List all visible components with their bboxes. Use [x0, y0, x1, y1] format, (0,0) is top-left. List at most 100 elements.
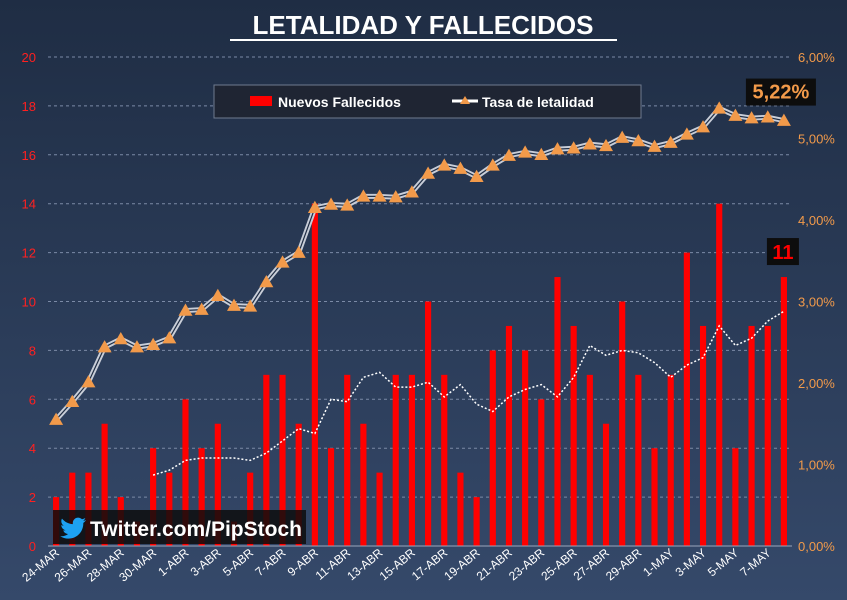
rate-callout-label: 5,22%: [753, 82, 810, 104]
rate-marker: [728, 108, 743, 121]
bar: [699, 325, 707, 546]
rate-marker: [129, 340, 144, 353]
annotations-layer: 5,22% 11: [745, 78, 816, 266]
bar: [360, 423, 367, 546]
bar: [732, 448, 739, 546]
bar: [344, 374, 351, 546]
bar: [716, 203, 723, 546]
chart-title: LETALIDAD Y FALLECIDOS: [253, 10, 594, 40]
left-tick-label: 12: [22, 246, 36, 261]
twitter-bird-icon: [60, 517, 86, 539]
legend: Nuevos Fallecidos Tasa de letalidad: [213, 84, 642, 119]
bar: [101, 423, 108, 546]
rate-marker: [81, 375, 96, 388]
bar: [651, 448, 658, 546]
legend-line-marker: [460, 96, 470, 104]
bar: [295, 423, 302, 546]
bar: [214, 423, 221, 546]
rate-marker: [49, 412, 64, 425]
deaths-callout-box: [766, 238, 799, 266]
bar: [619, 301, 626, 546]
watermark-box: [53, 510, 306, 544]
left-tick-label: 14: [22, 197, 36, 212]
rate-marker: [227, 298, 241, 311]
rate-marker: [453, 161, 468, 174]
bar: [780, 277, 787, 546]
deaths-callout-label: 11: [772, 242, 793, 264]
bar: [247, 472, 254, 546]
rate-marker: [421, 166, 436, 179]
right-tick-label: 4,00%: [798, 213, 835, 228]
bar: [635, 374, 642, 546]
rate-marker: [679, 127, 694, 140]
left-tick-label: 10: [22, 295, 36, 310]
bar: [764, 325, 771, 546]
bar: [473, 497, 480, 546]
left-tick-label: 4: [29, 441, 36, 456]
legend-box: [213, 84, 642, 119]
bar: [376, 472, 383, 546]
bar: [683, 252, 690, 546]
left-tick-label: 18: [22, 99, 36, 114]
rate-marker: [534, 147, 549, 161]
rate-marker: [324, 197, 339, 210]
rate-marker: [696, 120, 711, 133]
rate-marker: [210, 288, 225, 302]
left-tick-label: 0: [29, 539, 36, 554]
rate-marker: [404, 185, 419, 198]
bar: [311, 203, 318, 546]
bar: [570, 325, 577, 546]
legend-bar-swatch: [250, 96, 272, 106]
rate-marker: [550, 142, 565, 155]
bar: [554, 277, 561, 546]
rate-callout-box: [745, 78, 816, 106]
bar: [263, 374, 270, 546]
right-tick-label: 2,00%: [798, 376, 835, 391]
rate-marker: [437, 158, 452, 171]
bar: [457, 472, 464, 546]
bar: [538, 399, 545, 546]
moving-average-line: [152, 310, 785, 476]
rate-marker: [582, 137, 597, 150]
bar: [150, 448, 157, 546]
rate-marker: [146, 337, 161, 350]
bar: [425, 301, 432, 546]
bar: [327, 448, 335, 546]
bar: [586, 374, 593, 546]
legend-line-label: Tasa de letalidad: [482, 94, 594, 110]
rate-marker: [162, 331, 177, 344]
rate-marker: [307, 200, 322, 214]
rate-line-inner: [55, 107, 785, 421]
watermark-text: Twitter.com/PipStoch: [90, 518, 302, 541]
rate-marker: [291, 245, 306, 258]
moving-average-layer: [152, 310, 785, 476]
bar: [522, 350, 529, 546]
left-tick-label: 6: [29, 392, 36, 407]
bar: [85, 472, 92, 546]
right-tick-label: 6,00%: [798, 50, 835, 65]
bar: [182, 399, 189, 546]
rate-marker: [501, 148, 516, 161]
rate-marker: [97, 340, 112, 353]
rate-marker: [663, 135, 678, 148]
rate-marker: [113, 331, 128, 345]
bar: [602, 423, 610, 546]
bar: [408, 374, 415, 546]
rate-marker: [566, 141, 581, 154]
right-tick-label: 3,00%: [798, 295, 835, 310]
right-tick-label: 1,00%: [798, 458, 835, 473]
bar: [667, 374, 674, 546]
rate-marker: [647, 139, 662, 152]
left-tick-label: 8: [29, 343, 36, 358]
rate-marker: [518, 145, 533, 158]
rate-marker: [776, 113, 791, 126]
bar: [198, 448, 205, 546]
rate-marker: [178, 303, 193, 316]
bar: [489, 350, 496, 546]
rate-marker: [372, 189, 387, 202]
rate-marker: [275, 255, 290, 268]
rate-marker: [712, 101, 727, 114]
bar: [505, 325, 513, 546]
